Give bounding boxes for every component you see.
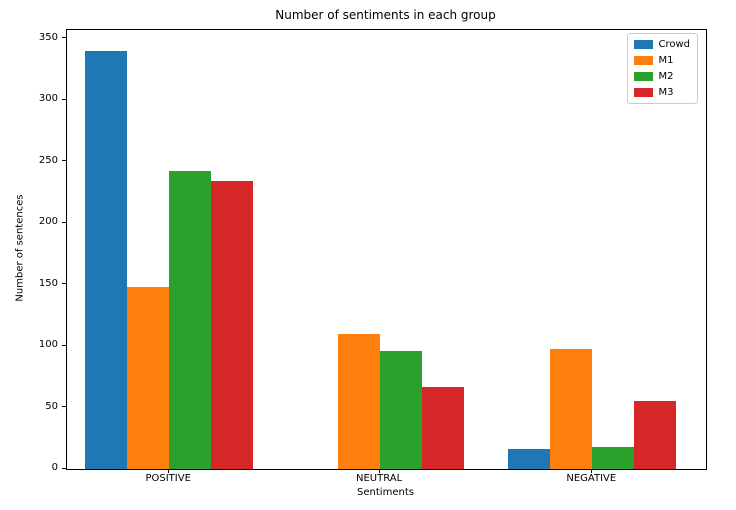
y-tick-label: 100 [38,339,58,350]
plot-area: Crowd M1 M2 M3 [66,29,707,470]
y-tick-mark [62,467,66,469]
x-tick-label: POSITIVE [145,473,191,484]
y-tick-mark [62,344,66,346]
legend-label: Crowd [658,39,690,50]
bar-m1-neutral [338,333,381,469]
x-tick-mark [167,469,169,473]
legend-label: M3 [658,87,674,98]
bar-m3-positive [211,181,254,469]
legend-entry-m1: M1 [634,54,690,67]
bar-m1-negative [550,348,593,469]
bar-crowd-negative [508,449,551,469]
x-tick-label: NEGATIVE [566,473,617,484]
y-tick-mark [62,98,66,100]
legend-label: M1 [658,55,674,66]
bar-m1-positive [127,287,170,469]
y-tick-mark [62,406,66,407]
legend: Crowd M1 M2 M3 [627,33,698,104]
x-tick-mark [590,469,592,473]
bar-m2-negative [592,446,635,469]
x-axis-label: Sentiments [357,487,414,498]
bar-m3-negative [634,401,677,469]
legend-label: M2 [658,71,674,82]
legend-entry-crowd: Crowd [634,38,690,51]
bar-m2-neutral [380,350,422,469]
y-tick-mark [62,221,66,223]
x-tick-mark [378,469,380,473]
y-tick-label: 50 [45,400,58,412]
y-tick-mark [62,37,66,39]
bar-m2-positive [169,171,212,469]
y-tick-label: 200 [38,216,58,228]
x-tick-label: NEUTRAL [356,473,403,484]
y-tick-label: 350 [38,31,58,43]
legend-entry-m3: M3 [634,86,690,99]
y-tick-label: 150 [38,277,58,289]
bar-m3-neutral [422,386,464,469]
legend-entry-m2: M2 [634,70,690,83]
y-tick-mark [62,283,66,284]
y-tick-mark [62,160,66,162]
y-tick-label: 250 [38,154,58,166]
legend-patch-m1 [634,56,654,65]
y-tick-label: 0 [51,462,58,473]
legend-patch-crowd [634,40,654,49]
chart-title: Number of sentiments in each group [275,8,496,22]
bar-crowd-positive [85,50,128,469]
legend-patch-m3 [634,88,654,97]
legend-patch-m2 [634,72,654,81]
y-tick-label: 300 [38,93,58,105]
